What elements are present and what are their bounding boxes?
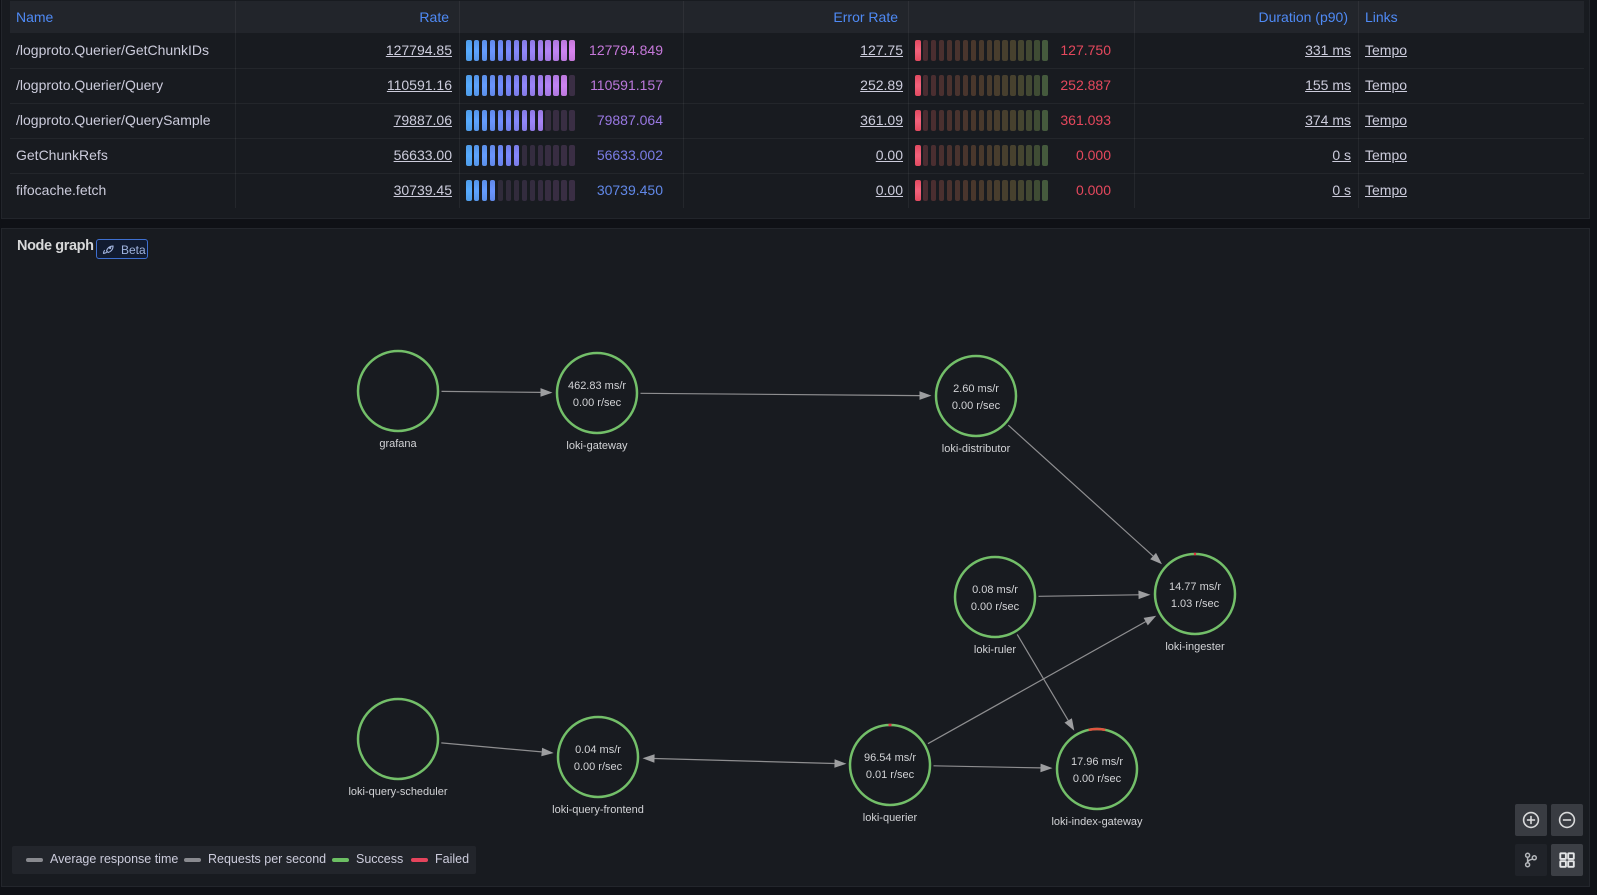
svg-text:0.00 r/sec: 0.00 r/sec bbox=[952, 400, 1001, 412]
svg-text:loki-distributor: loki-distributor bbox=[942, 443, 1011, 455]
svg-text:0.08 ms/r: 0.08 ms/r bbox=[972, 584, 1018, 596]
svg-text:1.03 r/sec: 1.03 r/sec bbox=[1171, 598, 1220, 610]
svg-text:loki-gateway: loki-gateway bbox=[566, 440, 628, 452]
svg-text:0.00 r/sec: 0.00 r/sec bbox=[573, 397, 622, 409]
svg-text:17.96 ms/r: 17.96 ms/r bbox=[1071, 756, 1123, 768]
svg-text:loki-ruler: loki-ruler bbox=[974, 644, 1017, 656]
svg-text:loki-querier: loki-querier bbox=[863, 812, 918, 824]
svg-text:loki-query-frontend: loki-query-frontend bbox=[552, 804, 644, 816]
svg-text:loki-index-gateway: loki-index-gateway bbox=[1051, 816, 1143, 828]
svg-text:grafana: grafana bbox=[379, 438, 417, 450]
svg-text:loki-ingester: loki-ingester bbox=[1165, 641, 1225, 653]
svg-text:96.54 ms/r: 96.54 ms/r bbox=[864, 752, 916, 764]
svg-text:462.83 ms/r: 462.83 ms/r bbox=[568, 380, 626, 392]
svg-text:0.01 r/sec: 0.01 r/sec bbox=[866, 769, 915, 781]
svg-text:0.04 ms/r: 0.04 ms/r bbox=[575, 744, 621, 756]
svg-text:2.60 ms/r: 2.60 ms/r bbox=[953, 383, 999, 395]
svg-text:0.00 r/sec: 0.00 r/sec bbox=[971, 601, 1020, 613]
svg-text:loki-query-scheduler: loki-query-scheduler bbox=[348, 786, 447, 798]
svg-text:14.77 ms/r: 14.77 ms/r bbox=[1169, 581, 1221, 593]
svg-text:0.00 r/sec: 0.00 r/sec bbox=[1073, 773, 1122, 785]
svg-text:0.00 r/sec: 0.00 r/sec bbox=[574, 761, 623, 773]
